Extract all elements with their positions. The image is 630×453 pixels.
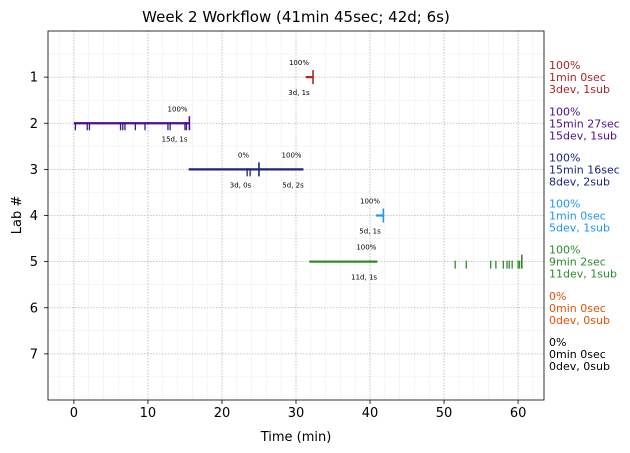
lab-3-summary-line: 100% bbox=[549, 151, 580, 164]
lab-5-summary-line: 100% bbox=[549, 244, 580, 257]
lab-4-summary-line: 100% bbox=[549, 198, 580, 211]
x-tick-label: 60 bbox=[510, 406, 527, 421]
x-tick-label: 40 bbox=[362, 406, 379, 421]
lab-2-summary-line: 100% bbox=[549, 105, 580, 118]
lab-5-annotation: 11d, 1s bbox=[351, 274, 377, 282]
lab-2-summary-line: 15dev, 1sub bbox=[549, 129, 617, 142]
grid-layer bbox=[48, 31, 544, 400]
x-tick-label: 20 bbox=[214, 406, 231, 421]
y-tick-label: 1 bbox=[30, 71, 38, 86]
lab-1-annotation: 100% bbox=[289, 59, 309, 67]
lab-6-summary-line: 0dev, 0sub bbox=[549, 314, 610, 327]
x-tick-label: 0 bbox=[70, 406, 78, 421]
lab-7-summary-line: 0% bbox=[549, 336, 566, 349]
y-tick-label: 4 bbox=[30, 209, 38, 224]
lab-4-annotation: 5d, 1s bbox=[359, 228, 381, 236]
lab-4-summary-line: 5dev, 1sub bbox=[549, 222, 610, 235]
lab-3-annotation: 3d, 0s bbox=[230, 181, 252, 189]
lab-3-summary-line: 8dev, 2sub bbox=[549, 175, 610, 188]
lab-1-summary-line: 3dev, 1sub bbox=[549, 83, 610, 96]
lab-4-annotation: 100% bbox=[360, 198, 380, 206]
x-tick-label: 10 bbox=[140, 406, 157, 421]
lab-7-summary-line: 0min 0sec bbox=[549, 348, 606, 361]
y-axis-label: Lab # bbox=[10, 196, 25, 235]
y-tick-label: 6 bbox=[30, 301, 38, 316]
lab-5-summary-line: 11dev, 1sub bbox=[549, 268, 617, 281]
x-axis-label: Time (min) bbox=[260, 430, 332, 445]
lab-4-summary-line: 1min 0sec bbox=[549, 210, 606, 223]
y-tick-label: 7 bbox=[30, 347, 38, 362]
lab-3-annotation: 0% bbox=[238, 151, 249, 159]
axis-ticks: 0 10 20 30 40 50 60 1 2 3 4 5 6 7 bbox=[30, 71, 527, 421]
x-tick-label: 30 bbox=[288, 406, 305, 421]
lab-2-summary-line: 15min 27sec bbox=[549, 117, 620, 130]
lab-5-summary-line: 9min 2sec bbox=[549, 256, 606, 269]
x-tick-label: 50 bbox=[436, 406, 453, 421]
chart-title: Week 2 Workflow (41min 45sec; 42d; 6s) bbox=[142, 8, 450, 26]
lab-6-summary-line: 0% bbox=[549, 290, 566, 303]
lab-7-summary-line: 0dev, 0sub bbox=[549, 360, 610, 373]
lab-1-summary-line: 1min 0sec bbox=[549, 71, 606, 84]
y-tick-label: 2 bbox=[30, 117, 38, 132]
lab-1-summary-line: 100% bbox=[549, 59, 580, 72]
lab-3-summary-line: 15min 16sec bbox=[549, 163, 620, 176]
lab-2-annotation: 15d, 1s bbox=[162, 135, 188, 143]
lab-3-annotation: 5d, 2s bbox=[282, 181, 304, 189]
lab-series: 100% 3d, 1s 100% 15d, 1s 0% 3d, 0s 100% 5d, 2s 1… bbox=[73, 59, 523, 282]
lab-3-annotation: 100% bbox=[282, 151, 302, 159]
lab-5-annotation: 100% bbox=[356, 244, 376, 252]
lab-1-annotation: 3d, 1s bbox=[288, 89, 310, 97]
y-tick-label: 5 bbox=[30, 255, 38, 270]
y-tick-label: 3 bbox=[30, 163, 38, 178]
lab-2-annotation: 100% bbox=[168, 105, 188, 113]
lab-6-summary-line: 0min 0sec bbox=[549, 302, 606, 315]
